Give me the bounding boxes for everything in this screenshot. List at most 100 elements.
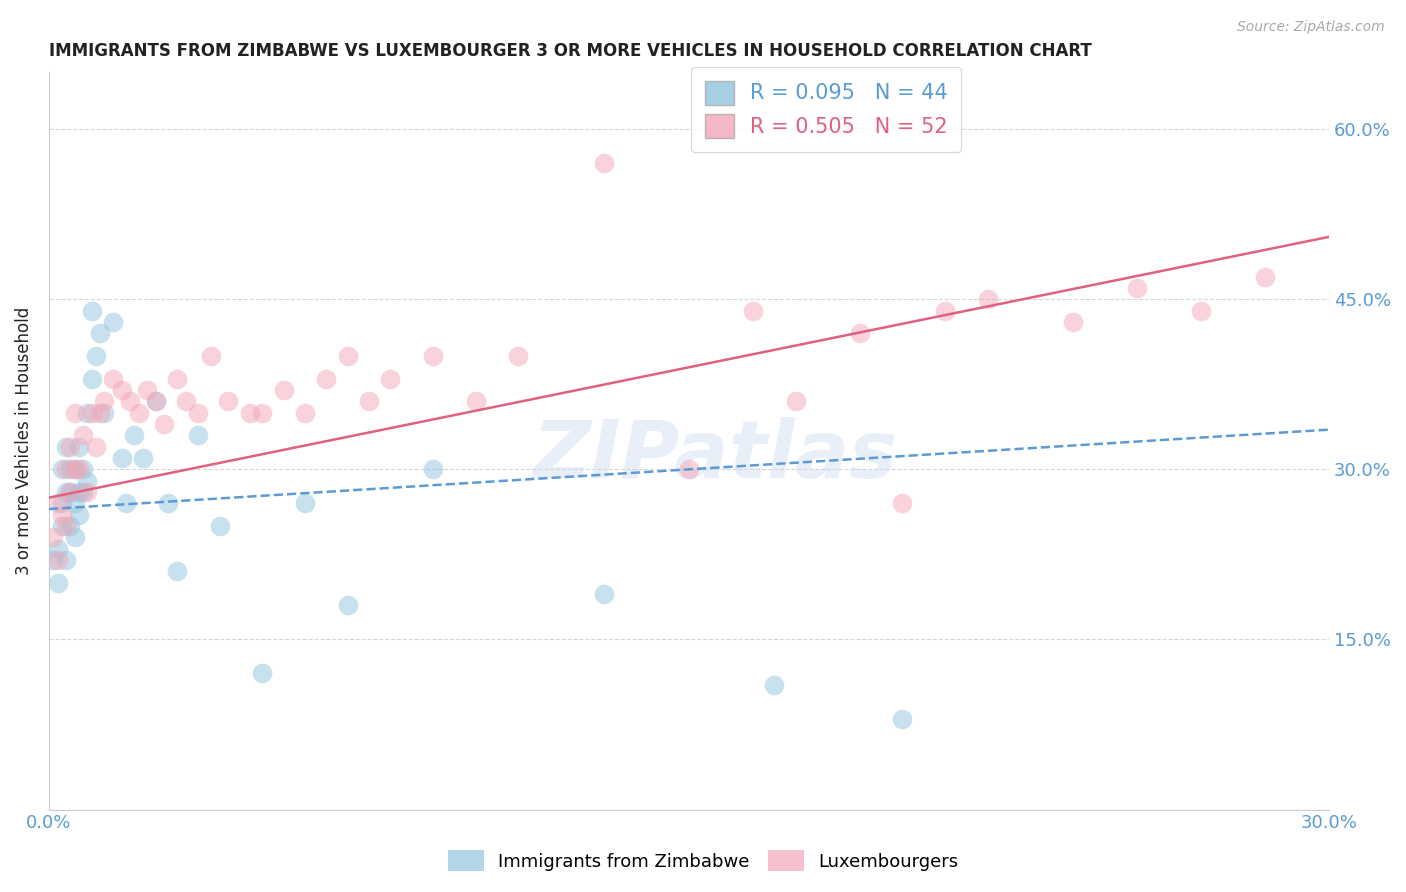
Point [42,530,65,544]
Point [508,349,530,363]
Text: Source: ZipAtlas.com: Source: ZipAtlas.com [1237,20,1385,34]
Point [132,450,155,465]
Point [118,394,141,409]
Point [934,303,956,318]
Point [422,462,444,476]
Point [252,666,274,681]
Point [80,371,103,385]
Text: IMMIGRANTS FROM ZIMBABWE VS LUXEMBOURGER 3 OR MORE VEHICLES IN HOUSEHOLD CORRELA: IMMIGRANTS FROM ZIMBABWE VS LUXEMBOURGER… [49,42,1091,60]
Point [63,462,86,476]
Point [76,406,98,420]
Point [76,474,98,488]
Point [678,462,700,476]
Point [208,519,231,533]
Point [157,496,180,510]
Point [187,406,209,420]
Point [124,428,146,442]
Point [67,485,90,500]
Point [89,326,111,341]
Point [55,519,77,533]
Point [380,371,402,385]
Point [67,440,90,454]
Point [72,462,94,476]
Point [166,371,188,385]
Point [136,383,159,397]
Point [55,462,77,476]
Point [422,349,444,363]
Text: ZIPatlas: ZIPatlas [531,417,897,495]
Point [93,394,115,409]
Point [848,326,870,341]
Point [80,406,103,420]
Point [1189,303,1212,318]
Point [51,462,73,476]
Point [59,485,82,500]
Point [42,553,65,567]
Point [51,519,73,533]
Point [166,565,188,579]
Point [315,371,337,385]
Point [101,315,124,329]
Point [273,383,295,397]
Point [592,587,614,601]
Point [336,349,359,363]
Point [464,394,486,409]
Point [89,406,111,420]
Y-axis label: 3 or more Vehicles in Household: 3 or more Vehicles in Household [15,307,32,575]
Point [976,292,998,306]
Point [59,462,82,476]
Point [55,440,77,454]
Point [153,417,176,431]
Point [59,485,82,500]
Point [63,462,86,476]
Point [80,303,103,318]
Point [217,394,239,409]
Point [55,553,77,567]
Point [76,485,98,500]
Point [145,394,167,409]
Point [200,349,222,363]
Point [187,428,209,442]
Point [114,496,136,510]
Point [101,371,124,385]
Point [294,496,316,510]
Point [63,530,86,544]
Point [891,496,914,510]
Point [252,406,274,420]
Point [84,440,107,454]
Point [357,394,380,409]
Point [93,406,115,420]
Point [1062,315,1084,329]
Point [67,462,90,476]
Point [336,599,359,613]
Point [55,485,77,500]
Point [46,496,69,510]
Point [128,406,150,420]
Point [46,553,69,567]
Point [238,406,260,420]
Point [63,406,86,420]
Point [1126,281,1149,295]
Point [46,541,69,556]
Point [72,485,94,500]
Point [59,519,82,533]
Point [742,303,765,318]
Point [46,575,69,590]
Point [51,508,73,522]
Point [110,450,132,465]
Point [72,428,94,442]
Point [785,394,807,409]
Point [63,496,86,510]
Point [592,156,614,170]
Point [59,440,82,454]
Legend: Immigrants from Zimbabwe, Luxembourgers: Immigrants from Zimbabwe, Luxembourgers [440,843,966,879]
Point [763,678,786,692]
Point [51,496,73,510]
Point [174,394,197,409]
Point [891,712,914,726]
Point [294,406,316,420]
Legend: R = 0.095   N = 44, R = 0.505   N = 52: R = 0.095 N = 44, R = 0.505 N = 52 [692,68,960,152]
Point [145,394,167,409]
Point [67,508,90,522]
Point [110,383,132,397]
